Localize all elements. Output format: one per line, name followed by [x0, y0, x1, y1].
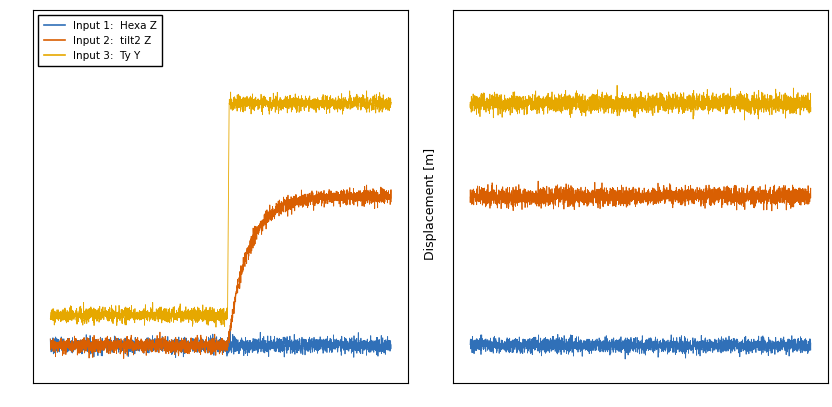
- Text: Displacement [m]: Displacement [m]: [424, 147, 437, 260]
- Legend: Input 1:  Hexa Z, Input 2:  tilt2 Z, Input 3:  Ty Y: Input 1: Hexa Z, Input 2: tilt2 Z, Input…: [38, 15, 162, 66]
